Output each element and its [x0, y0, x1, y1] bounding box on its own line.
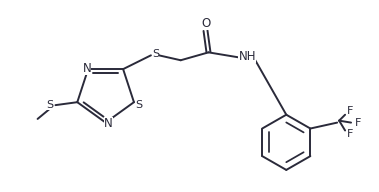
Text: F: F [347, 106, 353, 116]
Text: S: S [152, 49, 160, 59]
Text: O: O [201, 17, 210, 30]
Text: S: S [135, 100, 143, 110]
Text: NH: NH [238, 50, 256, 63]
Text: F: F [355, 118, 361, 128]
Text: N: N [104, 117, 113, 130]
Text: N: N [83, 62, 91, 75]
Text: F: F [347, 129, 353, 139]
Text: S: S [46, 100, 53, 110]
